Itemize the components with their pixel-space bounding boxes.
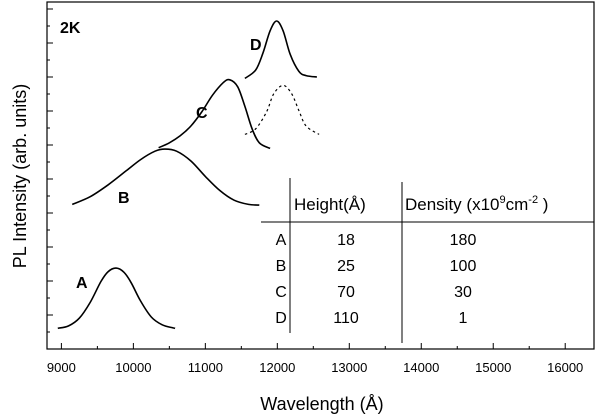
table-header-height: Height(Å) xyxy=(294,195,366,214)
curve-label-c: C xyxy=(196,105,208,122)
table-cell-density: 30 xyxy=(454,284,472,301)
y-axis xyxy=(47,8,53,333)
table-cell-sample: D xyxy=(275,310,287,327)
table-cell-sample: A xyxy=(276,232,287,249)
curves xyxy=(57,20,320,330)
curve-label-b: B xyxy=(118,190,130,207)
table-cell-height: 110 xyxy=(333,310,359,327)
x-tick-label: 16000 xyxy=(547,360,583,375)
curve-label-d: D xyxy=(250,37,262,54)
x-tick-label: 11000 xyxy=(188,360,223,375)
table-cell-density: 1 xyxy=(459,310,468,327)
series-line-c xyxy=(158,78,271,150)
x-tick-label: 10000 xyxy=(115,360,151,375)
series-line-d xyxy=(244,20,317,80)
table-rows: A 18 180 B 25 100 C 70 30 D 110 1 xyxy=(275,232,476,327)
table: Height(Å) Density (x109cm-2 ) A 18 180 B 25 1… xyxy=(261,178,594,343)
table-cell-height: 18 xyxy=(337,232,355,249)
table-cell-height: 70 xyxy=(337,284,355,301)
density-sup1: 9 xyxy=(499,194,505,206)
x-axis: 9000 10000 11000 12000 13000 14000 15000 16000 xyxy=(47,343,583,375)
x-axis-title: Wavelength (Å) xyxy=(260,394,383,414)
x-tick-label: 13000 xyxy=(331,360,367,375)
density-tail: ) xyxy=(538,195,548,214)
plot-frame xyxy=(46,1,595,350)
table-cell-sample: B xyxy=(276,258,287,275)
table-header-density: Density (x109cm-2 ) xyxy=(405,194,548,214)
x-tick-label: 14000 xyxy=(403,360,439,375)
y-axis-title: PL Intensity (arb. units) xyxy=(10,84,30,268)
series-line-a xyxy=(57,267,176,330)
density-sup2: -2 xyxy=(528,194,538,206)
annotation-2k: 2K xyxy=(60,20,81,37)
table-cell-density: 180 xyxy=(450,232,477,249)
table-cell-sample: C xyxy=(275,284,287,301)
x-tick-label: 15000 xyxy=(475,360,511,375)
density-mid: cm xyxy=(506,195,529,214)
series-line-d-dotted xyxy=(244,84,320,135)
x-tick-label: 12000 xyxy=(259,360,295,375)
curve-label-a: A xyxy=(76,275,88,292)
table-cell-density: 100 xyxy=(450,258,477,275)
series-line-b xyxy=(71,148,260,206)
density-base: Density (x10 xyxy=(405,195,499,214)
table-cell-height: 25 xyxy=(337,258,355,275)
x-tick-label: 9000 xyxy=(47,360,76,375)
